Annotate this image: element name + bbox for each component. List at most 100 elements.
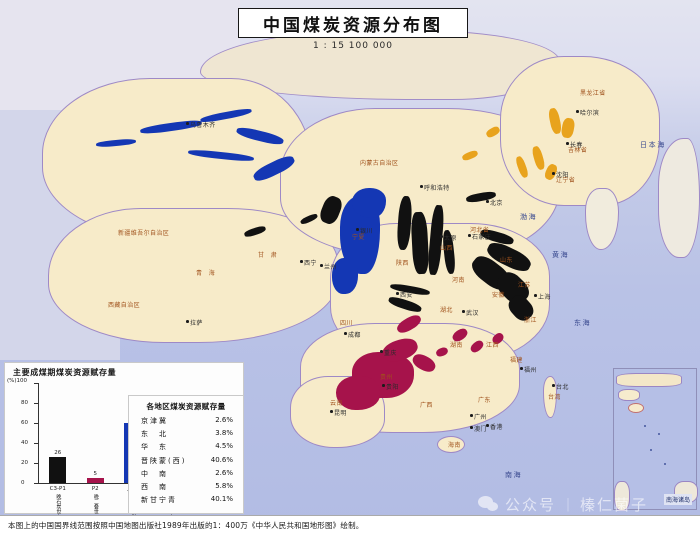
- chart-y-tick-label: 60: [21, 420, 28, 426]
- chart-y-tick-label: 40: [21, 440, 28, 446]
- page-title: 中国煤炭资源分布图: [263, 15, 443, 36]
- chart-x-label-period-0: 晚石炭世-早二叠世: [55, 494, 61, 535]
- city-dot-18: [486, 424, 489, 427]
- footer-bar: 本图上的中国国界线范围按照中国地图出版社1989年出版的1：400万《中华人民共…: [0, 515, 700, 535]
- map-label-province-17: 四川: [340, 320, 353, 327]
- chart-bar-group-1: 5: [86, 383, 104, 483]
- map-label-city-10: 重庆: [384, 350, 397, 357]
- map-label-province-19: 江西: [486, 342, 499, 349]
- map-label-province-5: 黑龙江省: [580, 90, 606, 97]
- map-label-city-20: 拉萨: [190, 320, 203, 327]
- region-name-1: 东 北: [141, 430, 168, 439]
- map-label-sea-4: 日本海: [640, 141, 666, 149]
- region-value-1: 3.8%: [215, 429, 233, 438]
- map-label-province-13: 河南: [452, 277, 465, 284]
- city-dot-9: [344, 332, 347, 335]
- region-value-6: 40.1%: [210, 495, 233, 504]
- footer-note: 本图上的中国国界线范围按照中国地图出版社1989年出版的1：400万《中华人民共…: [8, 521, 364, 530]
- chart-bar-C3-P1: 26: [49, 450, 67, 483]
- chart-y-tick: [34, 383, 38, 384]
- map-label-province-20: 浙江: [524, 317, 537, 324]
- region-name-3: 晋陕蒙(西): [141, 456, 187, 465]
- city-dot-17: [470, 414, 473, 417]
- map-scale: 1 : 15 100 000: [312, 41, 393, 51]
- region-name-0: 京津冀: [141, 417, 168, 425]
- city-dot-1: [420, 185, 423, 188]
- chart-x-label-period-1: 晚二叠世: [92, 494, 99, 514]
- map-label-city-11: 昆明: [334, 410, 347, 417]
- city-dot-2: [486, 200, 489, 203]
- map-label-city-9: 成都: [348, 332, 361, 339]
- map-label-city-3: 哈尔滨: [580, 110, 600, 117]
- map-label-city-22: 银川: [360, 228, 373, 235]
- map-label-province-21: 福建: [510, 357, 523, 364]
- map-title-box: 中国煤炭资源分布图: [238, 8, 468, 38]
- region-value-3: 40.6%: [210, 455, 233, 464]
- region-table: 各地区煤炭资源赋存量 京津冀 2.6% 东 北 3.8% 华 东 4.5% 晋陕蒙(西) 40…: [128, 395, 244, 514]
- map-label-city-13: 武汉: [466, 310, 479, 317]
- map-label-city-16: 台北: [556, 384, 569, 391]
- map-label-province-9: 山西: [440, 245, 453, 252]
- city-dot-14: [534, 294, 537, 297]
- map-label-province-11: 宁夏: [352, 234, 365, 241]
- table-row: 京津冀 2.6%: [129, 416, 243, 426]
- table-row: 西 南 5.8%: [129, 482, 243, 492]
- map-label-sea-1: 黄海: [552, 251, 570, 259]
- city-dot-4: [566, 142, 569, 145]
- map-label-province-27: 台湾: [548, 394, 561, 401]
- chart-y-tick: [34, 423, 38, 424]
- chart-y-unit: (%)100: [7, 378, 28, 384]
- chart-y-tick-label: 20: [21, 460, 28, 466]
- map-label-city-1: 呼和浩特: [424, 185, 450, 192]
- region-table-body: 京津冀 2.6% 东 北 3.8% 华 东 4.5% 晋陕蒙(西) 40.6% 中 南 2.6% 西…: [129, 416, 243, 505]
- map-label-city-12: 贵阳: [386, 384, 399, 391]
- map-label-city-2: 北京: [490, 200, 503, 207]
- region-value-2: 4.5%: [215, 442, 233, 451]
- wechat-icon: [478, 495, 500, 514]
- table-row: 东 北 3.8%: [129, 429, 243, 439]
- city-dot-13: [462, 310, 465, 313]
- city-dot-10: [380, 350, 383, 353]
- map-label-sea-3: 南海: [505, 471, 523, 479]
- map-label-city-6: 石家庄: [472, 234, 492, 241]
- chart-y-tick-label: 80: [21, 400, 28, 406]
- chart-x-label-1: P2 晚二叠世: [77, 486, 115, 514]
- city-dot-19: [470, 426, 473, 429]
- map-label-city-7: 太原: [444, 235, 457, 242]
- table-row: 中 南 2.6%: [129, 469, 243, 479]
- map-label-city-8: 西安: [400, 292, 413, 299]
- chart-y-tick: [34, 443, 38, 444]
- coal-j12-ordos-north: [352, 188, 386, 218]
- map-label-province-7: 辽宁省: [556, 177, 576, 184]
- map-label-province-23: 云南: [330, 400, 343, 407]
- chart-y-axis: [38, 383, 39, 483]
- watermark: 公众号 ｜ 榛仁菌子: [478, 494, 648, 515]
- map-label-sea-0: 渤海: [520, 213, 538, 221]
- table-row: 新甘宁青 40.1%: [129, 495, 243, 505]
- region-name-6: 新甘宁青: [141, 496, 177, 505]
- coal-j12-ordos-south: [332, 258, 358, 294]
- coal-p2-yunnan: [336, 376, 380, 410]
- city-dot-3: [576, 110, 579, 113]
- map-label-province-10: 陕西: [396, 260, 409, 267]
- chart-y-tick-label: 0: [21, 480, 25, 486]
- city-dot-0: [186, 122, 189, 125]
- city-dot-21: [320, 264, 323, 267]
- chart-bar-value-C3-P1: 26: [54, 450, 62, 456]
- city-dot-16: [552, 384, 555, 387]
- city-dot-15: [520, 367, 523, 370]
- region-name-2: 华 东: [141, 443, 168, 452]
- watermark-handle: 榛仁菌子: [580, 496, 649, 514]
- chart-bar-group-0: 26: [49, 383, 67, 483]
- city-dot-7: [440, 235, 443, 238]
- region-name-4: 中 南: [141, 469, 168, 478]
- inset-label: 南海诸岛: [663, 494, 692, 505]
- map-label-city-19: 澳门: [474, 426, 487, 433]
- region-table-title: 各地区煤炭资源赋存量: [146, 402, 226, 411]
- city-dot-20: [186, 320, 189, 323]
- map-label-province-8: 河北省: [470, 227, 490, 234]
- chart-bar-P2: 5: [86, 471, 104, 483]
- map-label-province-22: 贵州: [380, 374, 393, 381]
- chart-x-label-code-0: C3-P1: [49, 486, 66, 492]
